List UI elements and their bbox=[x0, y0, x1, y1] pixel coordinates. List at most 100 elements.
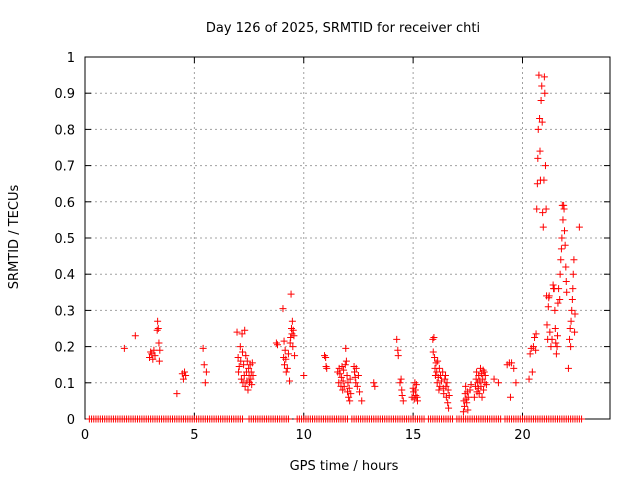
data-point bbox=[346, 375, 354, 383]
x-axis-label: GPS time / hours bbox=[290, 459, 399, 474]
data-point bbox=[442, 382, 450, 390]
data-point bbox=[532, 330, 540, 338]
data-point bbox=[532, 346, 540, 354]
data-point bbox=[569, 270, 577, 278]
data-point bbox=[340, 366, 348, 374]
data-point bbox=[540, 73, 548, 81]
y-tick-label: 0.4 bbox=[54, 268, 75, 283]
data-point bbox=[339, 377, 347, 385]
data-point bbox=[534, 125, 542, 133]
data-point bbox=[156, 346, 164, 354]
data-point bbox=[557, 256, 565, 264]
data-point bbox=[414, 397, 421, 405]
data-point bbox=[464, 393, 472, 401]
data-point bbox=[154, 325, 162, 332]
data-point bbox=[529, 343, 537, 351]
data-point bbox=[352, 379, 360, 387]
data-point bbox=[351, 368, 358, 376]
data-point bbox=[463, 399, 471, 407]
data-point bbox=[462, 382, 470, 390]
data-point bbox=[560, 205, 568, 213]
data-point bbox=[568, 296, 576, 304]
data-point bbox=[279, 305, 287, 313]
data-point bbox=[466, 386, 474, 394]
data-point bbox=[434, 357, 442, 365]
data-point bbox=[181, 368, 189, 376]
data-point bbox=[345, 384, 353, 392]
y-tick-label: 0.7 bbox=[54, 160, 75, 175]
data-point bbox=[347, 390, 355, 398]
y-tick-label: 1 bbox=[67, 51, 75, 66]
data-point bbox=[286, 377, 294, 385]
data-point bbox=[539, 209, 547, 217]
data-point bbox=[480, 368, 488, 376]
data-point bbox=[533, 180, 541, 188]
data-point bbox=[238, 330, 246, 338]
data-point bbox=[544, 303, 552, 311]
data-point bbox=[242, 352, 250, 360]
data-point bbox=[442, 393, 450, 401]
data-point bbox=[179, 375, 187, 383]
data-point bbox=[290, 332, 298, 340]
data-point bbox=[410, 395, 418, 403]
data-point bbox=[289, 343, 297, 351]
data-point bbox=[335, 379, 343, 387]
data-point bbox=[412, 381, 420, 389]
data-point bbox=[432, 359, 440, 367]
data-point bbox=[472, 375, 480, 383]
data-point bbox=[477, 382, 485, 390]
data-point bbox=[282, 368, 290, 376]
data-point bbox=[539, 223, 547, 231]
data-point bbox=[569, 285, 577, 293]
data-point bbox=[239, 379, 247, 387]
data-point bbox=[551, 306, 559, 314]
data-point bbox=[233, 328, 241, 336]
data-point bbox=[235, 368, 243, 376]
y-tick-labels: 0 0.1 0.2 0.3 0.4 0.5 0.6 0.7 0.8 0.9 1 bbox=[54, 51, 75, 428]
data-point bbox=[356, 388, 364, 396]
data-point bbox=[351, 373, 359, 381]
data-point bbox=[155, 357, 163, 365]
data-point bbox=[344, 388, 351, 396]
data-point bbox=[535, 71, 543, 79]
data-point bbox=[556, 296, 564, 304]
data-point bbox=[552, 350, 560, 358]
x-tick-labels: 0 5 10 15 20 bbox=[81, 428, 531, 443]
data-point bbox=[445, 391, 453, 399]
data-point bbox=[272, 339, 280, 347]
data-point bbox=[444, 386, 452, 394]
data-point bbox=[534, 154, 542, 162]
data-point bbox=[354, 372, 362, 380]
data-point bbox=[240, 361, 248, 369]
data-point bbox=[237, 357, 245, 365]
data-point bbox=[481, 379, 489, 387]
data-point bbox=[578, 415, 586, 423]
y-tick-label: 0.9 bbox=[54, 87, 75, 102]
x-tick-label: 20 bbox=[514, 428, 531, 443]
data-point bbox=[461, 402, 469, 410]
grid-lines bbox=[85, 57, 610, 419]
data-point bbox=[536, 147, 544, 155]
data-point bbox=[438, 377, 446, 385]
data-point bbox=[146, 353, 154, 361]
data-point bbox=[440, 390, 448, 398]
y-tick-label: 0.2 bbox=[54, 341, 75, 356]
data-point bbox=[563, 288, 571, 296]
data-point bbox=[542, 205, 550, 213]
x-tick-label: 15 bbox=[405, 428, 422, 443]
data-point bbox=[411, 379, 419, 387]
data-point bbox=[436, 382, 444, 390]
data-point bbox=[149, 355, 157, 363]
data-point bbox=[477, 370, 485, 378]
data-point bbox=[281, 346, 289, 354]
data-point bbox=[202, 368, 210, 376]
data-point bbox=[473, 368, 481, 376]
data-point bbox=[562, 263, 570, 271]
data-point bbox=[393, 335, 401, 343]
data-point bbox=[410, 388, 418, 396]
data-points bbox=[85, 71, 586, 423]
data-point bbox=[490, 375, 498, 383]
data-point bbox=[435, 364, 443, 372]
y-tick-label: 0.1 bbox=[54, 377, 75, 392]
data-point bbox=[236, 343, 244, 351]
